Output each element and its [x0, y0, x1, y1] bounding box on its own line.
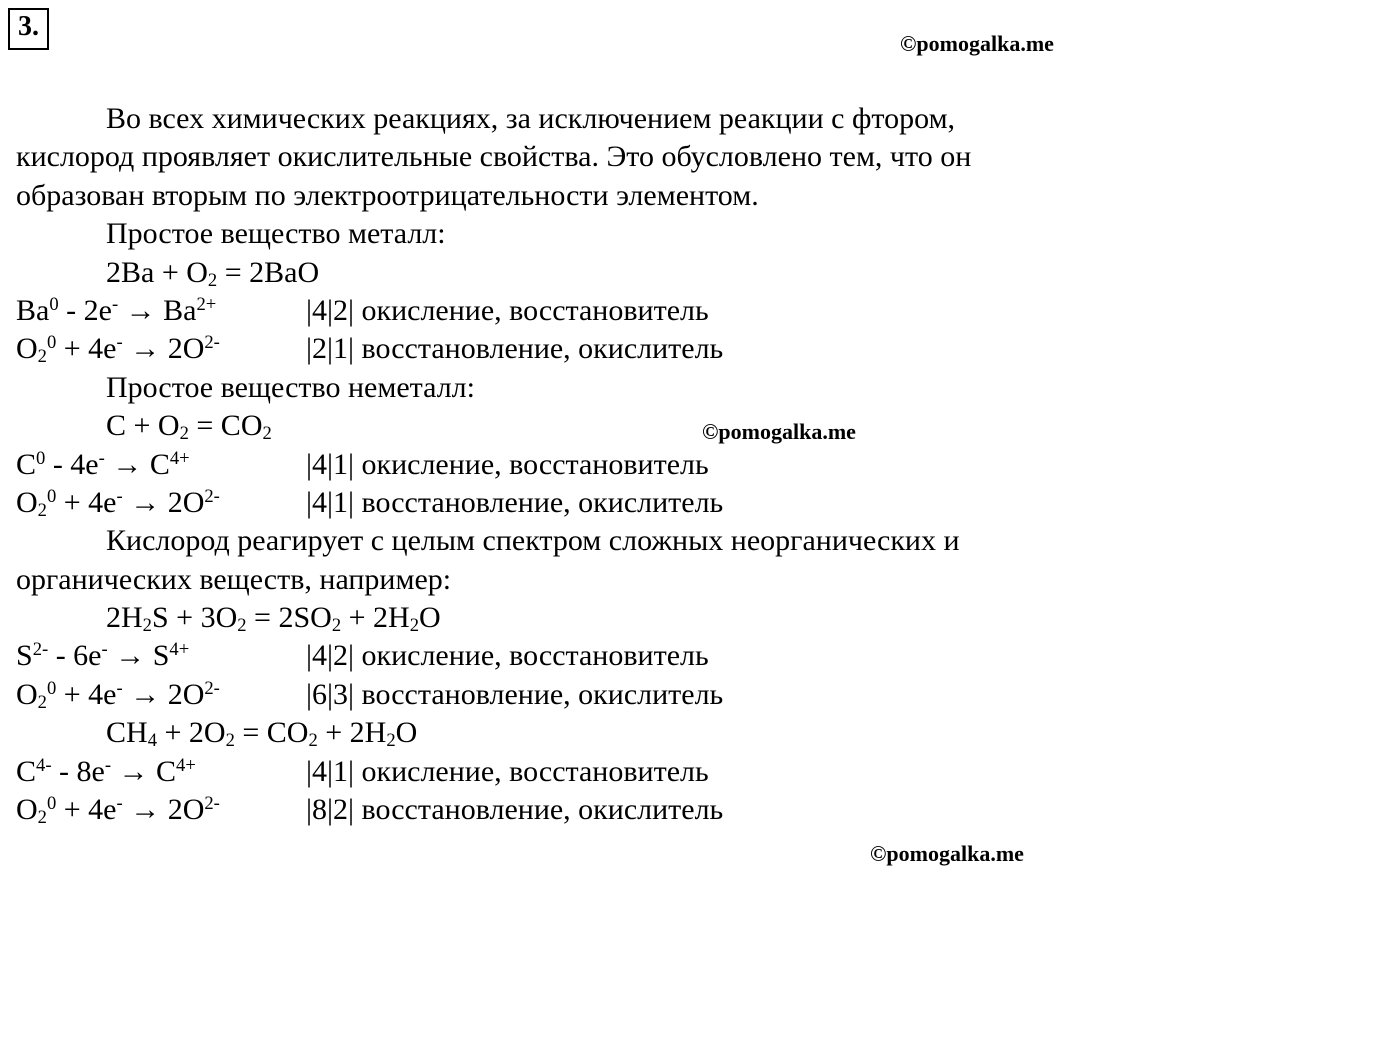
h2s-half-2-right: |6|3| восстановление, окислитель [306, 676, 723, 714]
h2s-half-1: S2- - 6e- → S4+ |4|2| окисление, восстан… [16, 637, 1384, 675]
h2s-half-2-left: O20 + 4e- → 2O2- [16, 676, 306, 714]
nonmetal-half-1-right: |4|1| окисление, восстановитель [306, 446, 709, 484]
metal-half-1-left: Ba0 - 2e- → Ba2+ [16, 292, 306, 330]
nonmetal-half-2-right: |4|1| восстановление, окислитель [306, 484, 723, 522]
metal-half-2: O20 + 4e- → 2O2- |2|1| восстановление, о… [16, 330, 1384, 368]
h2s-half-1-left: S2- - 6e- → S4+ [16, 637, 306, 675]
ch4-half-1: C4- - 8e- → C4+ |4|1| окисление, восстан… [16, 753, 1384, 791]
intro-line-3: образован вторым по электроотрицательнос… [16, 177, 1384, 215]
metal-half-2-right: |2|1| восстановление, окислитель [306, 330, 723, 368]
watermark-2: ©pomogalka.me [702, 418, 856, 446]
ch4-half-1-right: |4|1| окисление, восстановитель [306, 753, 709, 791]
ch4-half-1-left: C4- - 8e- → C4+ [16, 753, 306, 791]
ch4-half-2: O20 + 4e- → 2O2- |8|2| восстановление, о… [16, 791, 1384, 829]
ch4-half-2-right: |8|2| восстановление, окислитель [306, 791, 723, 829]
nonmetal-half-1: C0 - 4e- → C4+ |4|1| окисление, восстано… [16, 446, 1384, 484]
complex-intro-line-2: органических веществ, например: [16, 561, 1384, 599]
complex-intro-line-1: Кислород реагирует с целым спектром слож… [16, 522, 1384, 560]
page: 3. ©pomogalka.me ©pomogalka.me ©pomogalk… [0, 0, 1400, 1053]
ch4-equation: CH4 + 2O2 = CO2 + 2H2O [16, 714, 1384, 752]
h2s-half-2: O20 + 4e- → 2O2- |6|3| восстановление, о… [16, 676, 1384, 714]
intro-line-2: кислород проявляет окислительные свойств… [16, 138, 1384, 176]
h2s-half-1-right: |4|2| окисление, восстановитель [306, 637, 709, 675]
metal-title: Простое вещество металл: [16, 215, 1384, 253]
ch4-half-2-left: O20 + 4e- → 2O2- [16, 791, 306, 829]
metal-equation: 2Ba + O2 = 2BaO [16, 254, 1384, 292]
metal-half-1: Ba0 - 2e- → Ba2+ |4|2| окисление, восста… [16, 292, 1384, 330]
metal-half-1-right: |4|2| окисление, восстановитель [306, 292, 709, 330]
metal-half-2-left: O20 + 4e- → 2O2- [16, 330, 306, 368]
watermark-3: ©pomogalka.me [870, 840, 1024, 868]
nonmetal-title: Простое вещество неметалл: [16, 369, 1384, 407]
nonmetal-half-2-left: O20 + 4e- → 2O2- [16, 484, 306, 522]
intro-line-1: Во всех химических реакциях, за исключен… [16, 100, 1384, 138]
watermark-1: ©pomogalka.me [900, 30, 1054, 58]
nonmetal-half-2: O20 + 4e- → 2O2- |4|1| восстановление, о… [16, 484, 1384, 522]
h2s-equation: 2H2S + 3O2 = 2SO2 + 2H2O [16, 599, 1384, 637]
nonmetal-half-1-left: C0 - 4e- → C4+ [16, 446, 306, 484]
body-text: Во всех химических реакциях, за исключен… [16, 100, 1384, 829]
problem-number-box: 3. [8, 8, 49, 50]
nonmetal-equation: C + O2 = CO2 [16, 407, 1384, 445]
